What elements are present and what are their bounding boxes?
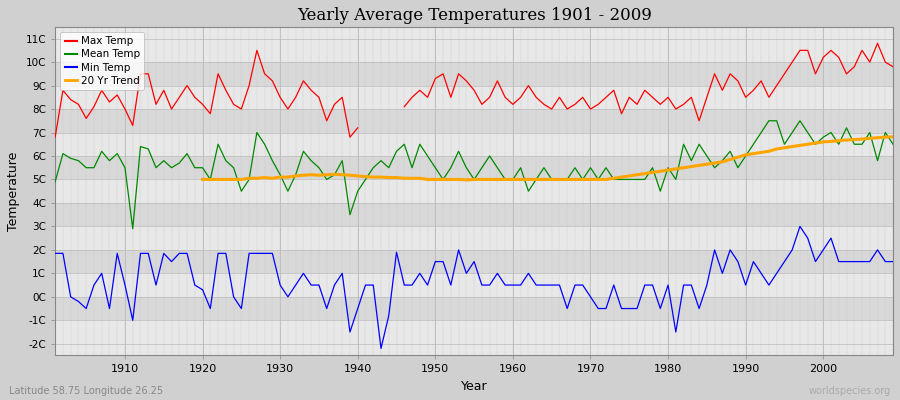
Bar	[55, 250, 893, 273]
Bar	[55, 320, 893, 344]
Bar	[55, 273, 893, 297]
Bar	[55, 39, 893, 62]
Bar	[55, 180, 893, 203]
Bar	[55, 62, 893, 86]
Y-axis label: Temperature: Temperature	[7, 152, 20, 231]
Text: Latitude 58.75 Longitude 26.25: Latitude 58.75 Longitude 26.25	[9, 386, 163, 396]
Bar	[55, 226, 893, 250]
Bar	[55, 109, 893, 132]
X-axis label: Year: Year	[461, 380, 488, 393]
Bar	[55, 297, 893, 320]
Bar	[55, 203, 893, 226]
Bar	[55, 86, 893, 109]
Bar	[55, 132, 893, 156]
Legend: Max Temp, Mean Temp, Min Temp, 20 Yr Trend: Max Temp, Mean Temp, Min Temp, 20 Yr Tre…	[60, 32, 145, 90]
Text: worldspecies.org: worldspecies.org	[809, 386, 891, 396]
Title: Yearly Average Temperatures 1901 - 2009: Yearly Average Temperatures 1901 - 2009	[297, 7, 652, 24]
Bar	[55, 156, 893, 180]
